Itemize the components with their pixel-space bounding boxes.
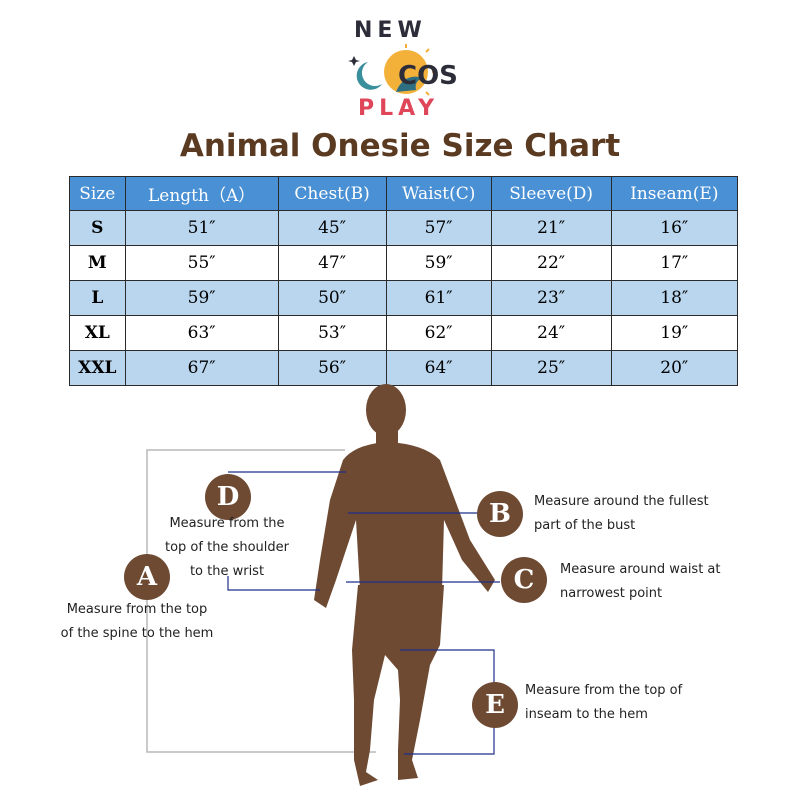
- sleeve-note-line3: to the wrist: [189, 564, 265, 579]
- sleeve-note: Measure from the top of the shoulder to …: [152, 512, 302, 584]
- table-row: XXL 67″ 56″ 64″ 25″ 20″: [69, 350, 739, 386]
- col-header-sleeve: Sleeve(D): [490, 176, 612, 211]
- size-cell: S: [69, 210, 126, 246]
- waist-note: Measure around waist at narrowest point: [560, 558, 721, 606]
- waist-cell: 57″: [385, 210, 492, 246]
- length-cell: 63″: [124, 315, 279, 351]
- col-header-size: Size: [69, 176, 126, 211]
- length-guide-line: [146, 449, 376, 753]
- table-row: S 51″ 45″ 57″ 21″ 16″: [69, 210, 739, 246]
- waist-note-line2: narrowest point: [560, 586, 663, 601]
- length-cell: 59″: [124, 280, 279, 316]
- col-header-inseam: Inseam(E): [610, 176, 739, 211]
- label-e-circle: E: [472, 682, 518, 728]
- chest-cell: 47″: [277, 245, 387, 281]
- length-cell: 51″: [124, 210, 279, 246]
- logo-bottom-text: PLAY: [358, 96, 439, 121]
- sleeve-cell: 22″: [490, 245, 612, 281]
- inseam-note: Measure from the top of inseam to the he…: [525, 679, 682, 727]
- measurement-diagram: [146, 384, 500, 786]
- chest-cell: 53″: [277, 315, 387, 351]
- inseam-cell: 17″: [610, 245, 739, 281]
- logo-middle-text: COS: [398, 61, 458, 91]
- label-a-circle: A: [124, 554, 170, 600]
- table-header-row: Size Length（A） Chest(B) Waist(C) Sleeve(…: [69, 176, 739, 211]
- person-silhouette: [314, 384, 495, 786]
- inseam-cell: 16″: [610, 210, 739, 246]
- waist-cell: 61″: [385, 280, 492, 316]
- waist-cell: 59″: [385, 245, 492, 281]
- inseam-cell: 19″: [610, 315, 739, 351]
- page-title: Animal Onesie Size Chart: [179, 128, 621, 164]
- chest-cell: 50″: [277, 280, 387, 316]
- logo-top-text: NEW: [354, 18, 427, 43]
- label-d-circle: D: [205, 474, 251, 520]
- size-cell: XL: [69, 315, 126, 351]
- sleeve-cell: 25″: [490, 350, 612, 386]
- size-cell: L: [69, 280, 126, 316]
- length-note: Measure from the top of the spine to the…: [56, 598, 218, 646]
- inseam-note-line2: inseam to the hem: [525, 707, 648, 722]
- size-cell: XXL: [69, 350, 126, 386]
- inseam-cell: 18″: [610, 280, 739, 316]
- sleeve-note-line1: Measure from the: [169, 516, 285, 531]
- label-c-circle: C: [501, 557, 547, 603]
- chest-note: Measure around the fullest part of the b…: [534, 490, 709, 538]
- length-note-line2: of the spine to the hem: [60, 626, 214, 641]
- sleeve-cell: 23″: [490, 280, 612, 316]
- waist-cell: 64″: [385, 350, 492, 386]
- col-header-chest: Chest(B): [277, 176, 387, 211]
- chest-cell: 45″: [277, 210, 387, 246]
- table-row: M 55″ 47″ 59″ 22″ 17″: [69, 245, 739, 281]
- length-note-line1: Measure from the top: [66, 602, 208, 617]
- sleeve-cell: 21″: [490, 210, 612, 246]
- length-cell: 55″: [124, 245, 279, 281]
- col-header-length: Length（A）: [124, 176, 279, 211]
- chest-note-line2: part of the bust: [534, 518, 636, 533]
- sleeve-note-line2: top of the shoulder: [165, 540, 289, 555]
- label-b-circle: B: [477, 491, 523, 537]
- waist-cell: 62″: [385, 315, 492, 351]
- brand-logo: NEW COS PLAY: [330, 14, 470, 126]
- chest-cell: 56″: [277, 350, 387, 386]
- inseam-note-line1: Measure from the top of: [525, 683, 683, 698]
- waist-note-line1: Measure around waist at: [560, 562, 721, 577]
- col-header-waist: Waist(C): [385, 176, 492, 211]
- length-cell: 67″: [124, 350, 279, 386]
- size-table: Size Length（A） Chest(B) Waist(C) Sleeve(…: [69, 176, 739, 386]
- size-cell: M: [69, 245, 126, 281]
- sleeve-cell: 24″: [490, 315, 612, 351]
- chest-note-line1: Measure around the fullest: [534, 494, 709, 509]
- logo-emblem: COS: [348, 44, 458, 96]
- inseam-cell: 20″: [610, 350, 739, 386]
- table-row: L 59″ 50″ 61″ 23″ 18″: [69, 280, 739, 316]
- table-row: XL 63″ 53″ 62″ 24″ 19″: [69, 315, 739, 351]
